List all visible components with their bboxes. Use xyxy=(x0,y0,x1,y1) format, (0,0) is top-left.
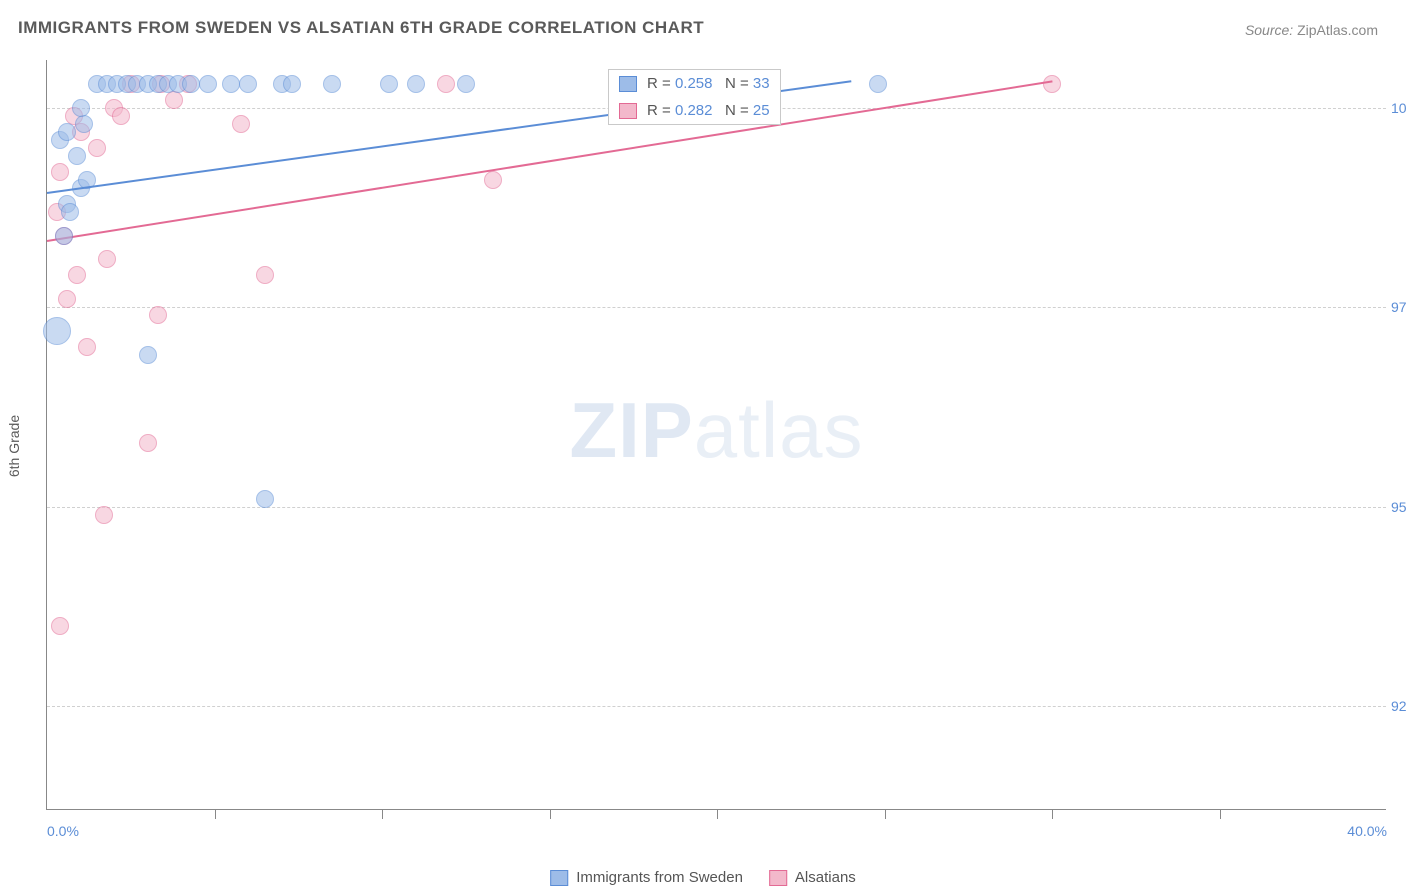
x-tick-label: 40.0% xyxy=(1347,823,1387,839)
y-tick-label: 97.5% xyxy=(1391,299,1406,315)
data-point xyxy=(283,75,301,93)
x-tick-minor xyxy=(885,809,886,819)
legend-item: Immigrants from Sweden xyxy=(550,869,743,886)
stats-row: R = 0.258 N = 33 xyxy=(609,70,780,97)
data-point xyxy=(869,75,887,93)
y-tick-label: 92.5% xyxy=(1391,698,1406,714)
x-tick-minor xyxy=(1052,809,1053,819)
data-point xyxy=(139,346,157,364)
data-point xyxy=(149,306,167,324)
data-point xyxy=(484,171,502,189)
source-credit: Source: ZipAtlas.com xyxy=(1245,22,1378,38)
data-point xyxy=(199,75,217,93)
data-point xyxy=(232,115,250,133)
data-point xyxy=(380,75,398,93)
legend-swatch xyxy=(550,870,568,886)
data-point xyxy=(72,99,90,117)
x-tick-minor xyxy=(215,809,216,819)
data-point xyxy=(182,75,200,93)
data-point xyxy=(58,123,76,141)
data-point xyxy=(112,107,130,125)
stats-box: R = 0.258 N = 33 R = 0.282 N = 25 xyxy=(608,69,781,125)
x-tick-minor xyxy=(1220,809,1221,819)
trend-line xyxy=(47,80,1052,242)
plot-area: ZIPatlas 92.5%95.0%97.5%100.0%0.0%40.0%R… xyxy=(46,60,1386,810)
legend: Immigrants from Sweden Alsatians xyxy=(550,869,856,886)
y-tick-label: 95.0% xyxy=(1391,499,1406,515)
series-swatch xyxy=(619,103,637,119)
data-point xyxy=(55,227,73,245)
watermark: ZIPatlas xyxy=(569,384,863,475)
gridline xyxy=(47,706,1386,707)
data-point xyxy=(256,266,274,284)
legend-item: Alsatians xyxy=(769,869,856,886)
data-point xyxy=(98,250,116,268)
data-point xyxy=(75,115,93,133)
data-point xyxy=(58,290,76,308)
legend-label: Alsatians xyxy=(795,869,856,886)
legend-label: Immigrants from Sweden xyxy=(576,869,743,886)
data-point xyxy=(51,617,69,635)
legend-swatch xyxy=(769,870,787,886)
data-point xyxy=(78,338,96,356)
data-point xyxy=(43,317,71,345)
data-point xyxy=(1043,75,1061,93)
y-axis-label: 6th Grade xyxy=(6,415,22,477)
watermark-zip: ZIP xyxy=(569,385,693,473)
data-point xyxy=(222,75,240,93)
gridline xyxy=(47,307,1386,308)
y-tick-label: 100.0% xyxy=(1391,100,1406,116)
stats-row: R = 0.282 N = 25 xyxy=(609,97,780,124)
x-tick-minor xyxy=(717,809,718,819)
chart-title: IMMIGRANTS FROM SWEDEN VS ALSATIAN 6TH G… xyxy=(18,18,704,38)
data-point xyxy=(407,75,425,93)
x-tick-label: 0.0% xyxy=(47,823,79,839)
data-point xyxy=(139,434,157,452)
data-point xyxy=(457,75,475,93)
data-point xyxy=(323,75,341,93)
source-label: Source: xyxy=(1245,22,1293,38)
data-point xyxy=(256,490,274,508)
series-swatch xyxy=(619,76,637,92)
gridline xyxy=(47,507,1386,508)
data-point xyxy=(437,75,455,93)
data-point xyxy=(68,266,86,284)
data-point xyxy=(88,139,106,157)
watermark-atlas: atlas xyxy=(694,385,864,473)
data-point xyxy=(61,203,79,221)
data-point xyxy=(51,163,69,181)
source-value: ZipAtlas.com xyxy=(1297,22,1378,38)
stats-text: R = 0.282 N = 25 xyxy=(647,102,770,119)
stats-text: R = 0.258 N = 33 xyxy=(647,75,770,92)
data-point xyxy=(68,147,86,165)
x-tick-minor xyxy=(382,809,383,819)
x-tick-minor xyxy=(550,809,551,819)
data-point xyxy=(239,75,257,93)
data-point xyxy=(165,91,183,109)
data-point xyxy=(95,506,113,524)
